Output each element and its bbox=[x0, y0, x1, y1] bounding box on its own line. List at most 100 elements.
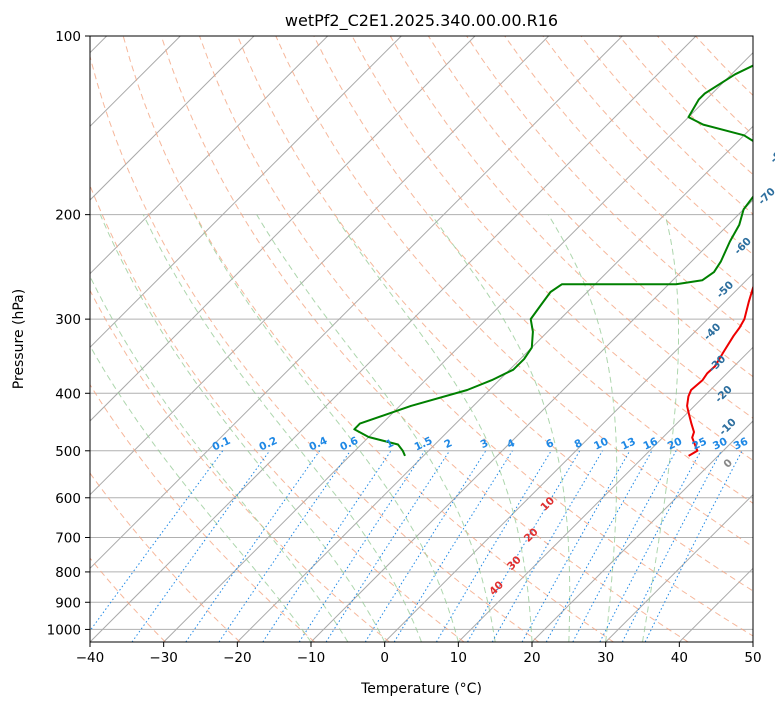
mixing-ratio-label: 4 bbox=[505, 437, 517, 451]
isotherm-lines bbox=[90, 36, 753, 642]
isotherm-line bbox=[90, 36, 550, 496]
temperature-label: 40 bbox=[487, 579, 506, 598]
isotherm-line bbox=[678, 567, 753, 642]
mixing-ratio-line bbox=[262, 450, 392, 642]
mixing-ratio-label: 1 bbox=[384, 437, 396, 451]
y-tick-label: 700 bbox=[55, 531, 81, 547]
mixing-ratio-label: 10 bbox=[592, 436, 610, 453]
mixing-ratio-line bbox=[90, 450, 224, 632]
isotherm-line bbox=[457, 346, 753, 642]
dry-adiabat bbox=[657, 36, 753, 136]
mixing-ratio-label: 6 bbox=[544, 437, 556, 451]
mixing-ratio-label: 25 bbox=[690, 436, 708, 453]
dry-adiabat bbox=[90, 184, 465, 642]
mixing-ratio-label: 20 bbox=[666, 436, 684, 453]
isotherm-line bbox=[90, 36, 329, 275]
mixing-ratio-line bbox=[572, 450, 677, 642]
pressure-gridlines bbox=[90, 35, 753, 630]
x-tick-label: 20 bbox=[523, 650, 540, 666]
x-tick-label: 0 bbox=[380, 650, 389, 666]
dry-adiabat bbox=[90, 383, 316, 642]
y-tick-label: 600 bbox=[55, 491, 81, 507]
moist-adiabat bbox=[142, 214, 422, 642]
dry-adiabat-lines bbox=[90, 36, 753, 642]
mixing-ratio-line bbox=[545, 450, 653, 642]
y-tick-label: 1000 bbox=[47, 622, 81, 638]
isoline-labels: 0.10.20.40.611.52346810131620253036-100-… bbox=[211, 144, 775, 598]
mixing-ratio-label: 8 bbox=[573, 437, 585, 451]
y-tick-label: 100 bbox=[55, 29, 81, 45]
x-tick-label: −10 bbox=[297, 650, 326, 666]
x-tick-label: 40 bbox=[671, 650, 688, 666]
y-tick-label: 800 bbox=[55, 565, 81, 581]
isotherm-line bbox=[752, 641, 753, 642]
isotherm-line bbox=[90, 36, 623, 570]
mixing-ratio-label: 30 bbox=[711, 436, 729, 453]
y-axis-ticks: 100 200 300 400 500 600 700 800 900 1000 bbox=[47, 29, 90, 638]
temperature-profile bbox=[686, 284, 753, 457]
y-tick-label: 200 bbox=[55, 208, 81, 224]
moist-adiabat bbox=[333, 214, 533, 642]
x-tick-label: −40 bbox=[76, 650, 105, 666]
isotherm-line bbox=[605, 493, 753, 642]
dry-adiabat bbox=[427, 36, 753, 378]
dry-adiabat bbox=[90, 472, 241, 642]
dry-adiabat bbox=[504, 36, 753, 296]
mixing-ratio-line bbox=[325, 450, 451, 642]
dry-adiabat bbox=[122, 36, 614, 642]
height-label: -50 bbox=[714, 279, 736, 301]
mixing-ratio-line bbox=[364, 450, 487, 642]
mixing-ratio-label: 16 bbox=[641, 436, 659, 453]
isotherm-line bbox=[384, 272, 753, 642]
moist-adiabat bbox=[430, 214, 571, 642]
x-tick-label: 30 bbox=[597, 650, 614, 666]
mixing-ratio-line bbox=[218, 450, 351, 642]
mixing-ratio-line bbox=[435, 450, 552, 642]
x-axis-ticks: −40 −30 −20 −10 0 10 20 30 40 50 bbox=[76, 642, 762, 666]
moist-adiabat bbox=[99, 214, 386, 642]
dry-adiabat bbox=[160, 36, 689, 642]
dry-adiabat bbox=[90, 289, 390, 642]
moist-adiabat bbox=[642, 214, 679, 642]
height-label: -70 bbox=[756, 186, 775, 208]
dry-adiabat bbox=[466, 36, 753, 337]
isotherm-line bbox=[531, 420, 753, 642]
x-tick-label: 10 bbox=[450, 650, 467, 666]
x-tick-label: −20 bbox=[223, 650, 252, 666]
dewpoint-profile bbox=[353, 64, 753, 457]
mixing-ratio-line bbox=[298, 450, 426, 642]
dry-adiabat bbox=[351, 36, 753, 462]
y-axis-label: Pressure (hPa) bbox=[11, 289, 27, 389]
mixing-ratio-lines bbox=[90, 450, 743, 642]
mixing-ratio-line bbox=[599, 450, 702, 642]
temperature-label: 30 bbox=[505, 554, 524, 573]
height-label: -80 bbox=[768, 144, 775, 166]
mixing-ratio-label: 3 bbox=[479, 437, 491, 451]
isotherm-line bbox=[236, 125, 753, 642]
isotherm-line bbox=[90, 36, 255, 201]
isotherm-line bbox=[90, 36, 402, 349]
dry-adiabat bbox=[90, 54, 540, 642]
moist-adiabat bbox=[547, 214, 618, 642]
moist-adiabat-lines bbox=[90, 214, 679, 642]
mixing-ratio-line bbox=[644, 450, 743, 642]
moist-adiabat bbox=[90, 344, 312, 642]
temperature-label: 20 bbox=[522, 526, 541, 545]
dry-adiabat bbox=[313, 36, 753, 504]
x-tick-label: 50 bbox=[744, 650, 761, 666]
y-tick-label: 900 bbox=[55, 595, 81, 611]
plot-area bbox=[90, 36, 753, 642]
isotherm-line bbox=[163, 51, 753, 642]
dry-adiabat bbox=[199, 36, 753, 637]
y-tick-label: 500 bbox=[55, 444, 81, 460]
moist-adiabat bbox=[256, 214, 496, 642]
isotherm-line bbox=[90, 36, 697, 642]
y-tick-label: 400 bbox=[55, 386, 81, 402]
dry-adiabat bbox=[389, 36, 753, 419]
height-label: 0 bbox=[721, 457, 735, 471]
mixing-ratio-line bbox=[621, 450, 722, 642]
moist-adiabat bbox=[194, 214, 459, 642]
height-label: -10 bbox=[717, 416, 739, 438]
dry-adiabat bbox=[237, 36, 753, 592]
